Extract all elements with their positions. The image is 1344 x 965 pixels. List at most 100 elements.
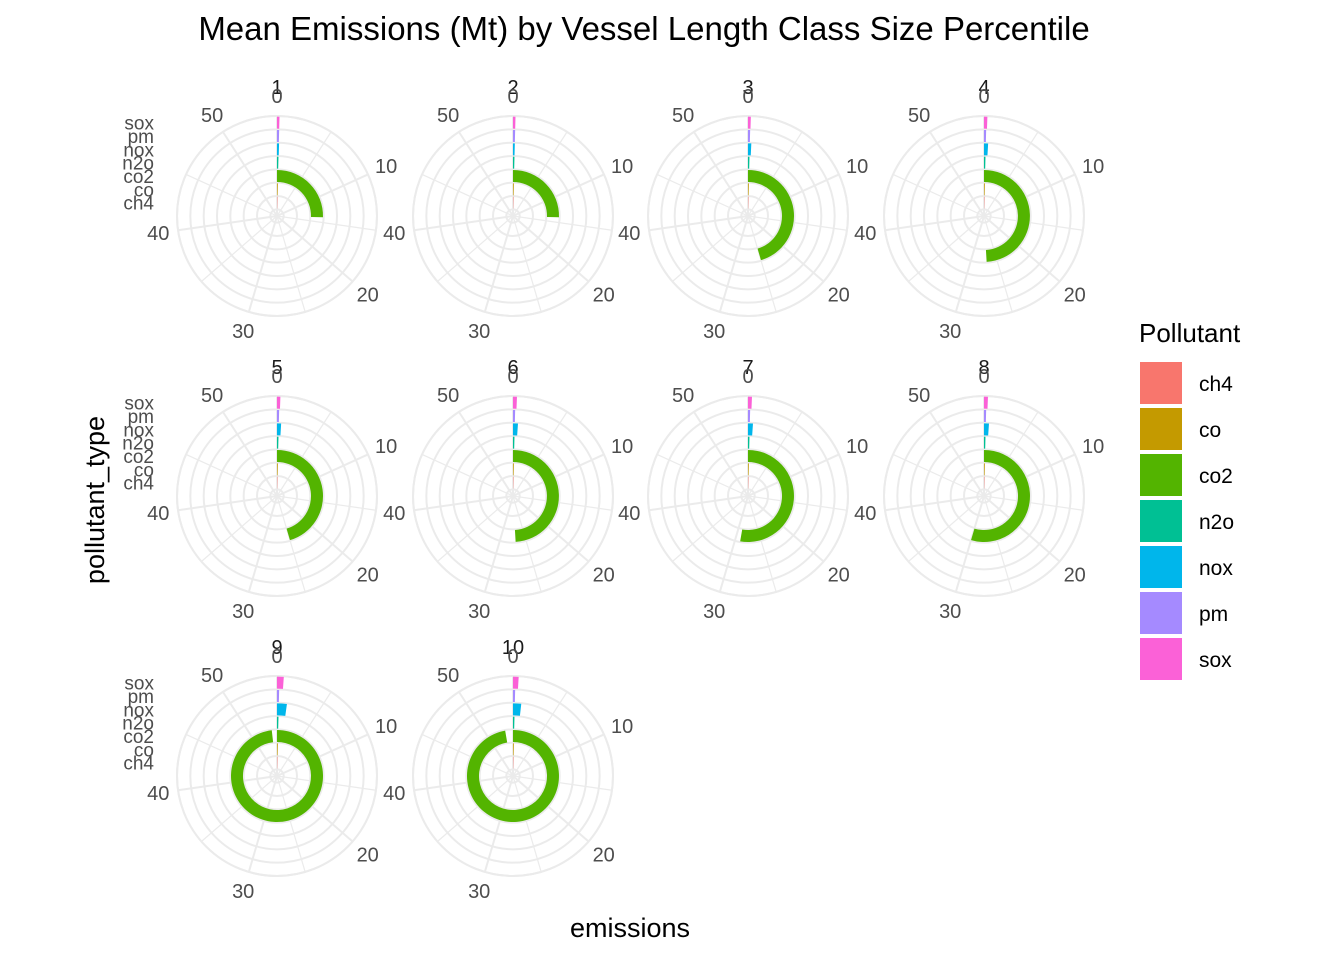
bar-nox [984, 143, 988, 155]
bar-sox [277, 397, 280, 409]
bar-n2o [277, 157, 278, 169]
legend-key-sox [1140, 638, 1182, 680]
theta-tick-label: 10 [846, 436, 868, 458]
theta-tick-label: 40 [147, 503, 169, 525]
theta-tick-label: 30 [468, 601, 490, 623]
bar-sox [277, 117, 280, 129]
theta-tick-label: 50 [201, 385, 223, 407]
theta-tick-label: 30 [232, 321, 254, 343]
theta-tick-label: 30 [939, 601, 961, 623]
legend-label: n2o [1199, 511, 1234, 534]
theta-tick-label: 10 [611, 436, 633, 458]
theta-tick-label: 30 [939, 321, 961, 343]
bar-pm [513, 690, 515, 702]
theta-tick-label: 50 [908, 105, 930, 127]
theta-tick-label: 40 [383, 223, 405, 245]
bar-sox [748, 397, 752, 409]
theta-tick-label: 30 [703, 601, 725, 623]
theta-tick-label: 10 [1082, 436, 1104, 458]
theta-tick-label: 0 [271, 646, 282, 668]
bar-pm [277, 130, 279, 142]
theta-tick-label: 40 [618, 503, 640, 525]
x-axis-title: emissions [570, 913, 690, 943]
theta-tick-label: 40 [147, 783, 169, 805]
theta-tick-label: 0 [507, 366, 518, 388]
bar-pm [513, 410, 515, 422]
facet-panels: 101020304050ch4coco2n2onoxpmsox201020304… [122, 77, 1104, 903]
theta-tick-label: 20 [1064, 565, 1086, 587]
theta-tick-label: 40 [854, 223, 876, 245]
theta-tick-label: 0 [978, 86, 989, 108]
bar-sox [748, 117, 751, 129]
theta-tick-label: 40 [383, 783, 405, 805]
bar-pm [748, 410, 750, 422]
bar-nox [513, 423, 518, 435]
theta-tick-label: 50 [201, 105, 223, 127]
bar-nox [277, 703, 287, 716]
legend-label: sox [1199, 649, 1232, 672]
theta-tick-label: 0 [507, 86, 518, 108]
theta-tick-label: 20 [593, 285, 615, 307]
theta-tick-label: 0 [742, 366, 753, 388]
bar-n2o [513, 157, 514, 169]
radial-tick-label: sox [124, 674, 154, 695]
theta-tick-label: 10 [1082, 156, 1104, 178]
theta-tick-label: 10 [846, 156, 868, 178]
theta-tick-label: 20 [357, 845, 379, 867]
theta-tick-label: 50 [437, 665, 459, 687]
legend-key-co2 [1140, 454, 1182, 496]
theta-tick-label: 50 [672, 385, 694, 407]
theta-tick-label: 30 [232, 881, 254, 903]
chart-title: Mean Emissions (Mt) by Vessel Length Cla… [198, 10, 1089, 47]
theta-tick-label: 0 [978, 366, 989, 388]
theta-tick-label: 20 [593, 565, 615, 587]
theta-tick-label: 20 [828, 565, 850, 587]
theta-tick-label: 0 [271, 366, 282, 388]
bar-n2o [748, 437, 749, 449]
theta-tick-label: 40 [383, 503, 405, 525]
theta-tick-label: 20 [593, 845, 615, 867]
theta-tick-label: 20 [357, 285, 379, 307]
theta-tick-label: 40 [854, 503, 876, 525]
theta-tick-label: 40 [618, 223, 640, 245]
theta-tick-label: 30 [468, 321, 490, 343]
theta-tick-label: 20 [357, 565, 379, 587]
bar-pm [748, 130, 750, 142]
bar-co2 [513, 170, 559, 217]
bar-nox [748, 423, 753, 435]
theta-tick-label: 50 [908, 385, 930, 407]
bar-co2 [277, 170, 323, 217]
theta-tick-label: 50 [201, 665, 223, 687]
theta-tick-label: 30 [232, 601, 254, 623]
bar-sox [513, 677, 519, 689]
theta-tick-label: 10 [375, 156, 397, 178]
bar-sox [513, 117, 516, 129]
theta-tick-label: 10 [375, 436, 397, 458]
legend-key-pm [1140, 592, 1182, 634]
theta-tick-label: 50 [437, 385, 459, 407]
theta-tick-label: 50 [437, 105, 459, 127]
theta-tick-label: 50 [672, 105, 694, 127]
bar-n2o [513, 717, 514, 729]
theta-tick-label: 0 [742, 86, 753, 108]
bar-sox [513, 397, 517, 409]
bar-nox [277, 423, 281, 435]
legend-label: co [1199, 419, 1221, 442]
bar-pm [984, 130, 986, 142]
bar-nox [277, 143, 279, 155]
theta-tick-label: 30 [703, 321, 725, 343]
bar-n2o [513, 437, 514, 449]
bar-sox [984, 117, 987, 129]
theta-tick-label: 0 [271, 86, 282, 108]
radial-tick-label: sox [124, 114, 154, 135]
